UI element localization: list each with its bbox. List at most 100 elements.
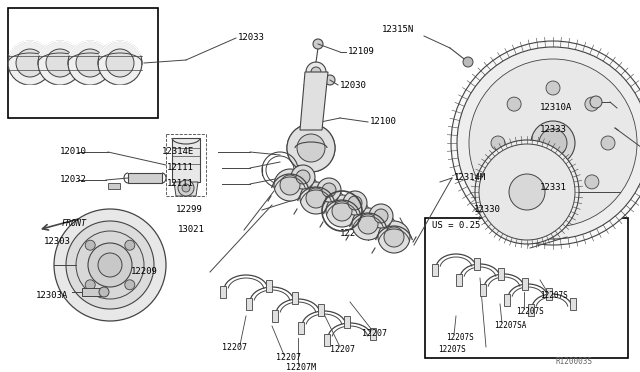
Circle shape <box>509 174 545 210</box>
Circle shape <box>590 96 602 108</box>
Text: 12310A: 12310A <box>540 103 572 112</box>
Polygon shape <box>474 258 480 270</box>
Circle shape <box>98 41 142 85</box>
Text: 12314M: 12314M <box>454 173 486 183</box>
Circle shape <box>306 188 326 208</box>
Text: 12111: 12111 <box>167 164 194 173</box>
Text: 12010: 12010 <box>60 148 87 157</box>
Circle shape <box>326 195 358 227</box>
Polygon shape <box>370 328 376 340</box>
Circle shape <box>98 253 122 277</box>
Circle shape <box>378 221 410 253</box>
Circle shape <box>274 169 306 201</box>
Text: 12033: 12033 <box>238 32 265 42</box>
Text: 12111: 12111 <box>167 180 194 189</box>
Circle shape <box>374 209 388 223</box>
Circle shape <box>358 214 378 234</box>
Circle shape <box>291 165 315 189</box>
Circle shape <box>182 184 190 192</box>
Circle shape <box>313 39 323 49</box>
Circle shape <box>348 196 362 210</box>
Circle shape <box>531 121 575 165</box>
Circle shape <box>451 41 640 245</box>
Polygon shape <box>456 274 462 286</box>
Circle shape <box>76 231 144 299</box>
Polygon shape <box>295 173 324 202</box>
Circle shape <box>369 204 393 228</box>
Polygon shape <box>282 173 311 189</box>
Polygon shape <box>373 212 402 241</box>
Polygon shape <box>334 199 363 215</box>
Polygon shape <box>82 288 104 296</box>
Bar <box>8 8 158 118</box>
Circle shape <box>125 240 135 250</box>
Circle shape <box>106 49 134 77</box>
Circle shape <box>325 75 335 85</box>
Text: 12333: 12333 <box>540 125 567 135</box>
Text: 12299: 12299 <box>176 205 203 215</box>
Text: 12330: 12330 <box>474 205 501 215</box>
Polygon shape <box>246 298 252 310</box>
Polygon shape <box>344 316 350 328</box>
Text: 12100: 12100 <box>370 118 397 126</box>
Circle shape <box>507 97 521 111</box>
Polygon shape <box>172 138 200 182</box>
Text: 12331: 12331 <box>540 183 567 192</box>
Polygon shape <box>220 286 226 298</box>
Circle shape <box>463 57 473 67</box>
Text: 12207: 12207 <box>222 343 247 353</box>
Text: 12207S: 12207S <box>438 346 466 355</box>
Polygon shape <box>174 182 198 196</box>
Circle shape <box>332 201 352 221</box>
Circle shape <box>322 183 336 197</box>
Text: FRONT: FRONT <box>62 219 87 228</box>
Circle shape <box>546 81 560 95</box>
Polygon shape <box>292 292 298 304</box>
Circle shape <box>296 170 310 184</box>
Polygon shape <box>321 186 350 215</box>
Circle shape <box>507 175 521 189</box>
Circle shape <box>585 97 599 111</box>
Circle shape <box>85 240 95 250</box>
Text: 12209: 12209 <box>131 267 158 276</box>
Polygon shape <box>324 334 330 346</box>
Circle shape <box>457 47 640 239</box>
Text: 12208M: 12208M <box>340 230 372 238</box>
Text: 12207SA: 12207SA <box>494 321 526 330</box>
Circle shape <box>585 175 599 189</box>
Text: 12207S: 12207S <box>446 334 474 343</box>
Circle shape <box>178 180 194 196</box>
Circle shape <box>475 140 579 244</box>
Circle shape <box>66 221 154 309</box>
Circle shape <box>546 191 560 205</box>
Polygon shape <box>546 288 552 300</box>
Text: 13021: 13021 <box>178 225 205 234</box>
Polygon shape <box>504 294 510 306</box>
Circle shape <box>311 67 321 77</box>
Circle shape <box>280 175 300 195</box>
Circle shape <box>125 280 135 290</box>
Text: 12109: 12109 <box>348 48 375 57</box>
Circle shape <box>469 59 637 227</box>
Text: 12207: 12207 <box>276 353 301 362</box>
Circle shape <box>88 243 132 287</box>
Circle shape <box>85 280 95 290</box>
Circle shape <box>491 136 505 150</box>
Circle shape <box>16 49 44 77</box>
Circle shape <box>54 209 166 321</box>
Text: 12200: 12200 <box>366 214 393 222</box>
Circle shape <box>297 134 325 162</box>
Circle shape <box>352 208 384 240</box>
Polygon shape <box>128 173 162 183</box>
Circle shape <box>306 62 326 82</box>
Polygon shape <box>266 280 272 292</box>
Circle shape <box>539 129 567 157</box>
Polygon shape <box>480 284 486 296</box>
Circle shape <box>68 41 112 85</box>
Text: 12032: 12032 <box>60 176 87 185</box>
Text: 12315N: 12315N <box>382 26 414 35</box>
Polygon shape <box>360 212 389 228</box>
Circle shape <box>317 178 341 202</box>
Circle shape <box>300 182 332 214</box>
Polygon shape <box>318 304 324 316</box>
